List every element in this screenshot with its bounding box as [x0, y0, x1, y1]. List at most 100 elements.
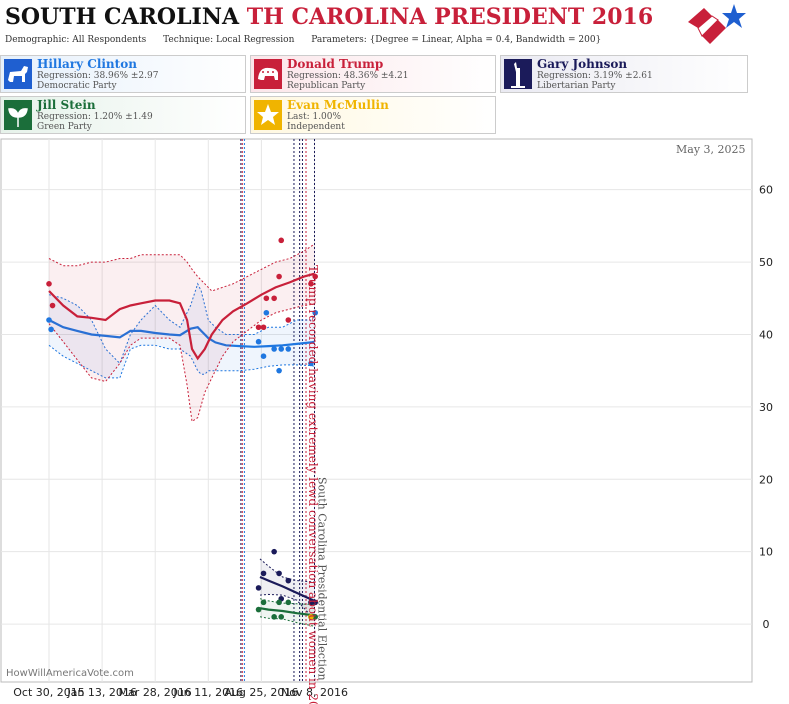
poll-point [260, 570, 267, 577]
lower-bound-line [48, 344, 315, 379]
lower-bound-line [48, 303, 315, 423]
x-tick-label: Aug 25, 2016 [224, 686, 298, 699]
poll-point [278, 614, 285, 620]
poll-point [308, 599, 314, 606]
event-annotation: Trump recorded having extremely lewd con… [306, 265, 320, 704]
upper-bound-line [259, 598, 315, 605]
poll-point [49, 302, 56, 309]
candidate-party: Republican Party [287, 81, 366, 91]
candidate-party: Libertarian Party [537, 81, 616, 91]
poll-point [278, 346, 285, 352]
y-tick-label: 50 [759, 256, 773, 269]
y-tick-label: 10 [759, 546, 773, 559]
candidate-regression: Regression: 38.96% ±2.97 [37, 71, 159, 81]
date-stamp: May 3, 2025 [676, 143, 746, 156]
trend-line [259, 607, 315, 617]
poll-point [285, 346, 292, 352]
plot-area [0, 138, 753, 683]
event-annotation: South Carolina Presidential Election [316, 477, 329, 681]
candidate-party: Democratic Party [37, 81, 117, 91]
poll-point [271, 548, 277, 555]
leaf-icon [4, 100, 32, 130]
candidate-regression: Regression: 1.20% ±1.49 [37, 112, 153, 122]
candidate-card: Gary Johnson Regression: 3.19% ±2.61 Liber… [500, 55, 748, 93]
x-tick-label: Nov 8, 2016 [281, 686, 348, 699]
site-logo-icon [688, 4, 746, 44]
poll-point [278, 237, 285, 244]
page-title: SOUTH CAROLINA TH CAROLINA PRESIDENT 201… [5, 4, 653, 30]
x-tick-label: Jan 13, 2016 [66, 686, 136, 699]
candidate-card: Jill Stein Regression: 1.20% ±1.49 Green P… [0, 96, 246, 134]
poll-point [263, 309, 270, 316]
x-tick-label: Mar 28, 2016 [119, 686, 192, 699]
state-name: SOUTH CAROLINA [5, 4, 240, 30]
poll-point [46, 281, 52, 287]
poll-point [276, 273, 282, 280]
y-tick-label: 20 [759, 473, 773, 486]
candidate-party: Independent [287, 122, 345, 132]
parameters-label: Parameters: {Degree = Linear, Alpha = 0.… [311, 35, 602, 45]
candidate-name: Jill Stein [37, 98, 96, 112]
upper-bound-line [48, 243, 315, 292]
upper-bound-line [259, 558, 315, 583]
poll-point [285, 599, 292, 606]
poll-point [312, 309, 319, 316]
upper-bound-line [48, 282, 315, 365]
x-tick-label: Jun 11, 2016 [172, 686, 243, 699]
poll-point [308, 281, 314, 287]
poll-point [46, 317, 52, 323]
trend-line [259, 575, 315, 602]
poll-point [285, 577, 292, 584]
poll-point [312, 273, 319, 280]
poll-point [312, 599, 319, 606]
candidate-card: Hillary Clinton Regression: 38.96% ±2.97 D… [0, 55, 246, 93]
site-credit: HowWillAmericaVote.com [6, 668, 134, 679]
x-tick-label: Oct 30, 2015 [13, 686, 85, 699]
lower-bound-line [259, 593, 315, 621]
poll-point [260, 353, 267, 359]
y-tick-label: 60 [759, 184, 773, 197]
candidate-regression: Regression: 48.36% ±4.21 [287, 71, 409, 81]
y-tick-label: 40 [759, 328, 773, 341]
y-tick-label: 30 [759, 401, 773, 414]
parameters-bar: Demographic: All Respondents Technique: … [5, 35, 615, 45]
candidate-regression: Regression: 3.19% ±2.61 [537, 71, 653, 81]
race-title: TH CAROLINA PRESIDENT 2016 [246, 4, 654, 30]
poll-point [263, 295, 270, 302]
lower-bound-line [259, 616, 315, 627]
poll-point [255, 338, 262, 345]
poll-point [308, 614, 314, 620]
poll-point [48, 326, 54, 333]
elephant-icon [254, 59, 282, 89]
trend-line [48, 272, 315, 361]
candidate-name: Hillary Clinton [37, 57, 137, 71]
candidate-name: Gary Johnson [537, 57, 628, 71]
candidate-card: Evan McMullin Last: 1.00% Independent [250, 96, 496, 134]
trend-line [48, 319, 315, 348]
y-tick-label: 0 [763, 618, 770, 631]
poll-point [276, 367, 282, 374]
poll-point [308, 360, 314, 367]
candidate-name: Evan McMullin [287, 98, 389, 112]
poll-point [260, 324, 267, 331]
donkey-icon [4, 59, 32, 89]
poll-point [260, 599, 267, 606]
poll-point [255, 585, 262, 591]
candidate-party: Green Party [37, 122, 92, 132]
liberty-icon [504, 59, 532, 89]
poll-point [276, 570, 282, 577]
poll-point [312, 614, 319, 620]
poll-point [271, 614, 277, 620]
confidence-band [49, 283, 315, 378]
poll-point [285, 317, 292, 323]
candidate-regression: Last: 1.00% [287, 112, 342, 122]
poll-point [271, 346, 277, 352]
star-icon [254, 100, 282, 130]
candidate-name: Donald Trump [287, 57, 384, 71]
poll-point [271, 295, 277, 302]
poll-point [255, 606, 262, 613]
demographic-label: Demographic: All Respondents [5, 35, 147, 45]
confidence-band [49, 244, 315, 422]
candidate-card: Donald Trump Regression: 48.36% ±4.21 Repu… [250, 55, 496, 93]
